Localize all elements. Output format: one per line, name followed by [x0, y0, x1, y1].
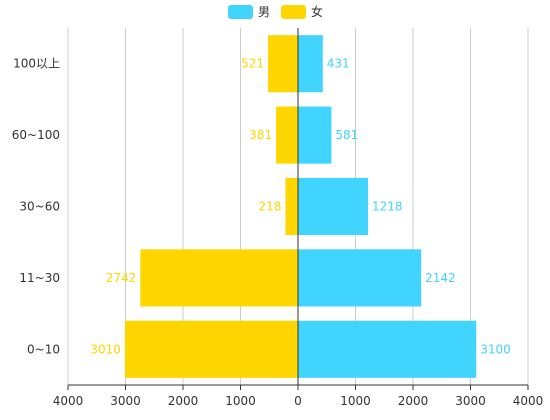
bar-female — [268, 35, 298, 93]
data-label: 218 — [259, 200, 282, 214]
bar-male — [298, 35, 323, 93]
legend: 男女 — [228, 4, 323, 19]
bar-female — [285, 177, 298, 236]
data-label: 521 — [241, 57, 264, 71]
data-label: 1218 — [372, 200, 403, 214]
bar-female — [140, 249, 298, 307]
x-tick-label: 3000 — [110, 394, 141, 408]
data-label: 2142 — [425, 271, 456, 285]
bar-male — [298, 106, 332, 164]
data-label: 431 — [327, 57, 350, 71]
x-tick-label: 2000 — [398, 394, 429, 408]
legend-label: 女 — [311, 4, 323, 19]
legend-label: 男 — [258, 5, 270, 19]
x-tick-label: 1000 — [225, 394, 256, 408]
data-labels: 3100 2142 1218 581 431 3010 2742 218 381 521 — [90, 57, 510, 357]
bar-male — [298, 320, 477, 378]
bar-female — [276, 106, 298, 164]
bar-male — [298, 177, 369, 236]
legend-swatch — [281, 5, 306, 19]
x-tick-label: 4000 — [53, 394, 84, 408]
x-tick-label: 0 — [294, 394, 302, 408]
y-category-label: 0~10 — [27, 342, 60, 356]
bars — [124, 35, 477, 378]
data-label: 581 — [335, 128, 358, 142]
x-tick-label: 1000 — [340, 394, 371, 408]
x-tick-label: 4000 — [513, 394, 544, 408]
bar-female — [124, 320, 298, 378]
y-category-label: 100以上 — [13, 57, 60, 71]
x-tick-label: 2000 — [168, 394, 199, 408]
axes: 4000 3000 2000 1000 0 1000 2000 3000 4000 0~10 11~… — [12, 28, 544, 408]
data-label: 381 — [249, 128, 272, 142]
y-category-label: 30~60 — [19, 200, 60, 214]
y-category-label: 11~30 — [19, 271, 60, 285]
y-category-label: 60~100 — [12, 128, 60, 142]
data-label: 3010 — [90, 342, 121, 356]
data-label: 2742 — [106, 271, 137, 285]
bar-male — [298, 249, 422, 307]
legend-swatch — [228, 5, 253, 19]
x-tick-label: 3000 — [455, 394, 486, 408]
data-label: 3100 — [480, 342, 511, 356]
